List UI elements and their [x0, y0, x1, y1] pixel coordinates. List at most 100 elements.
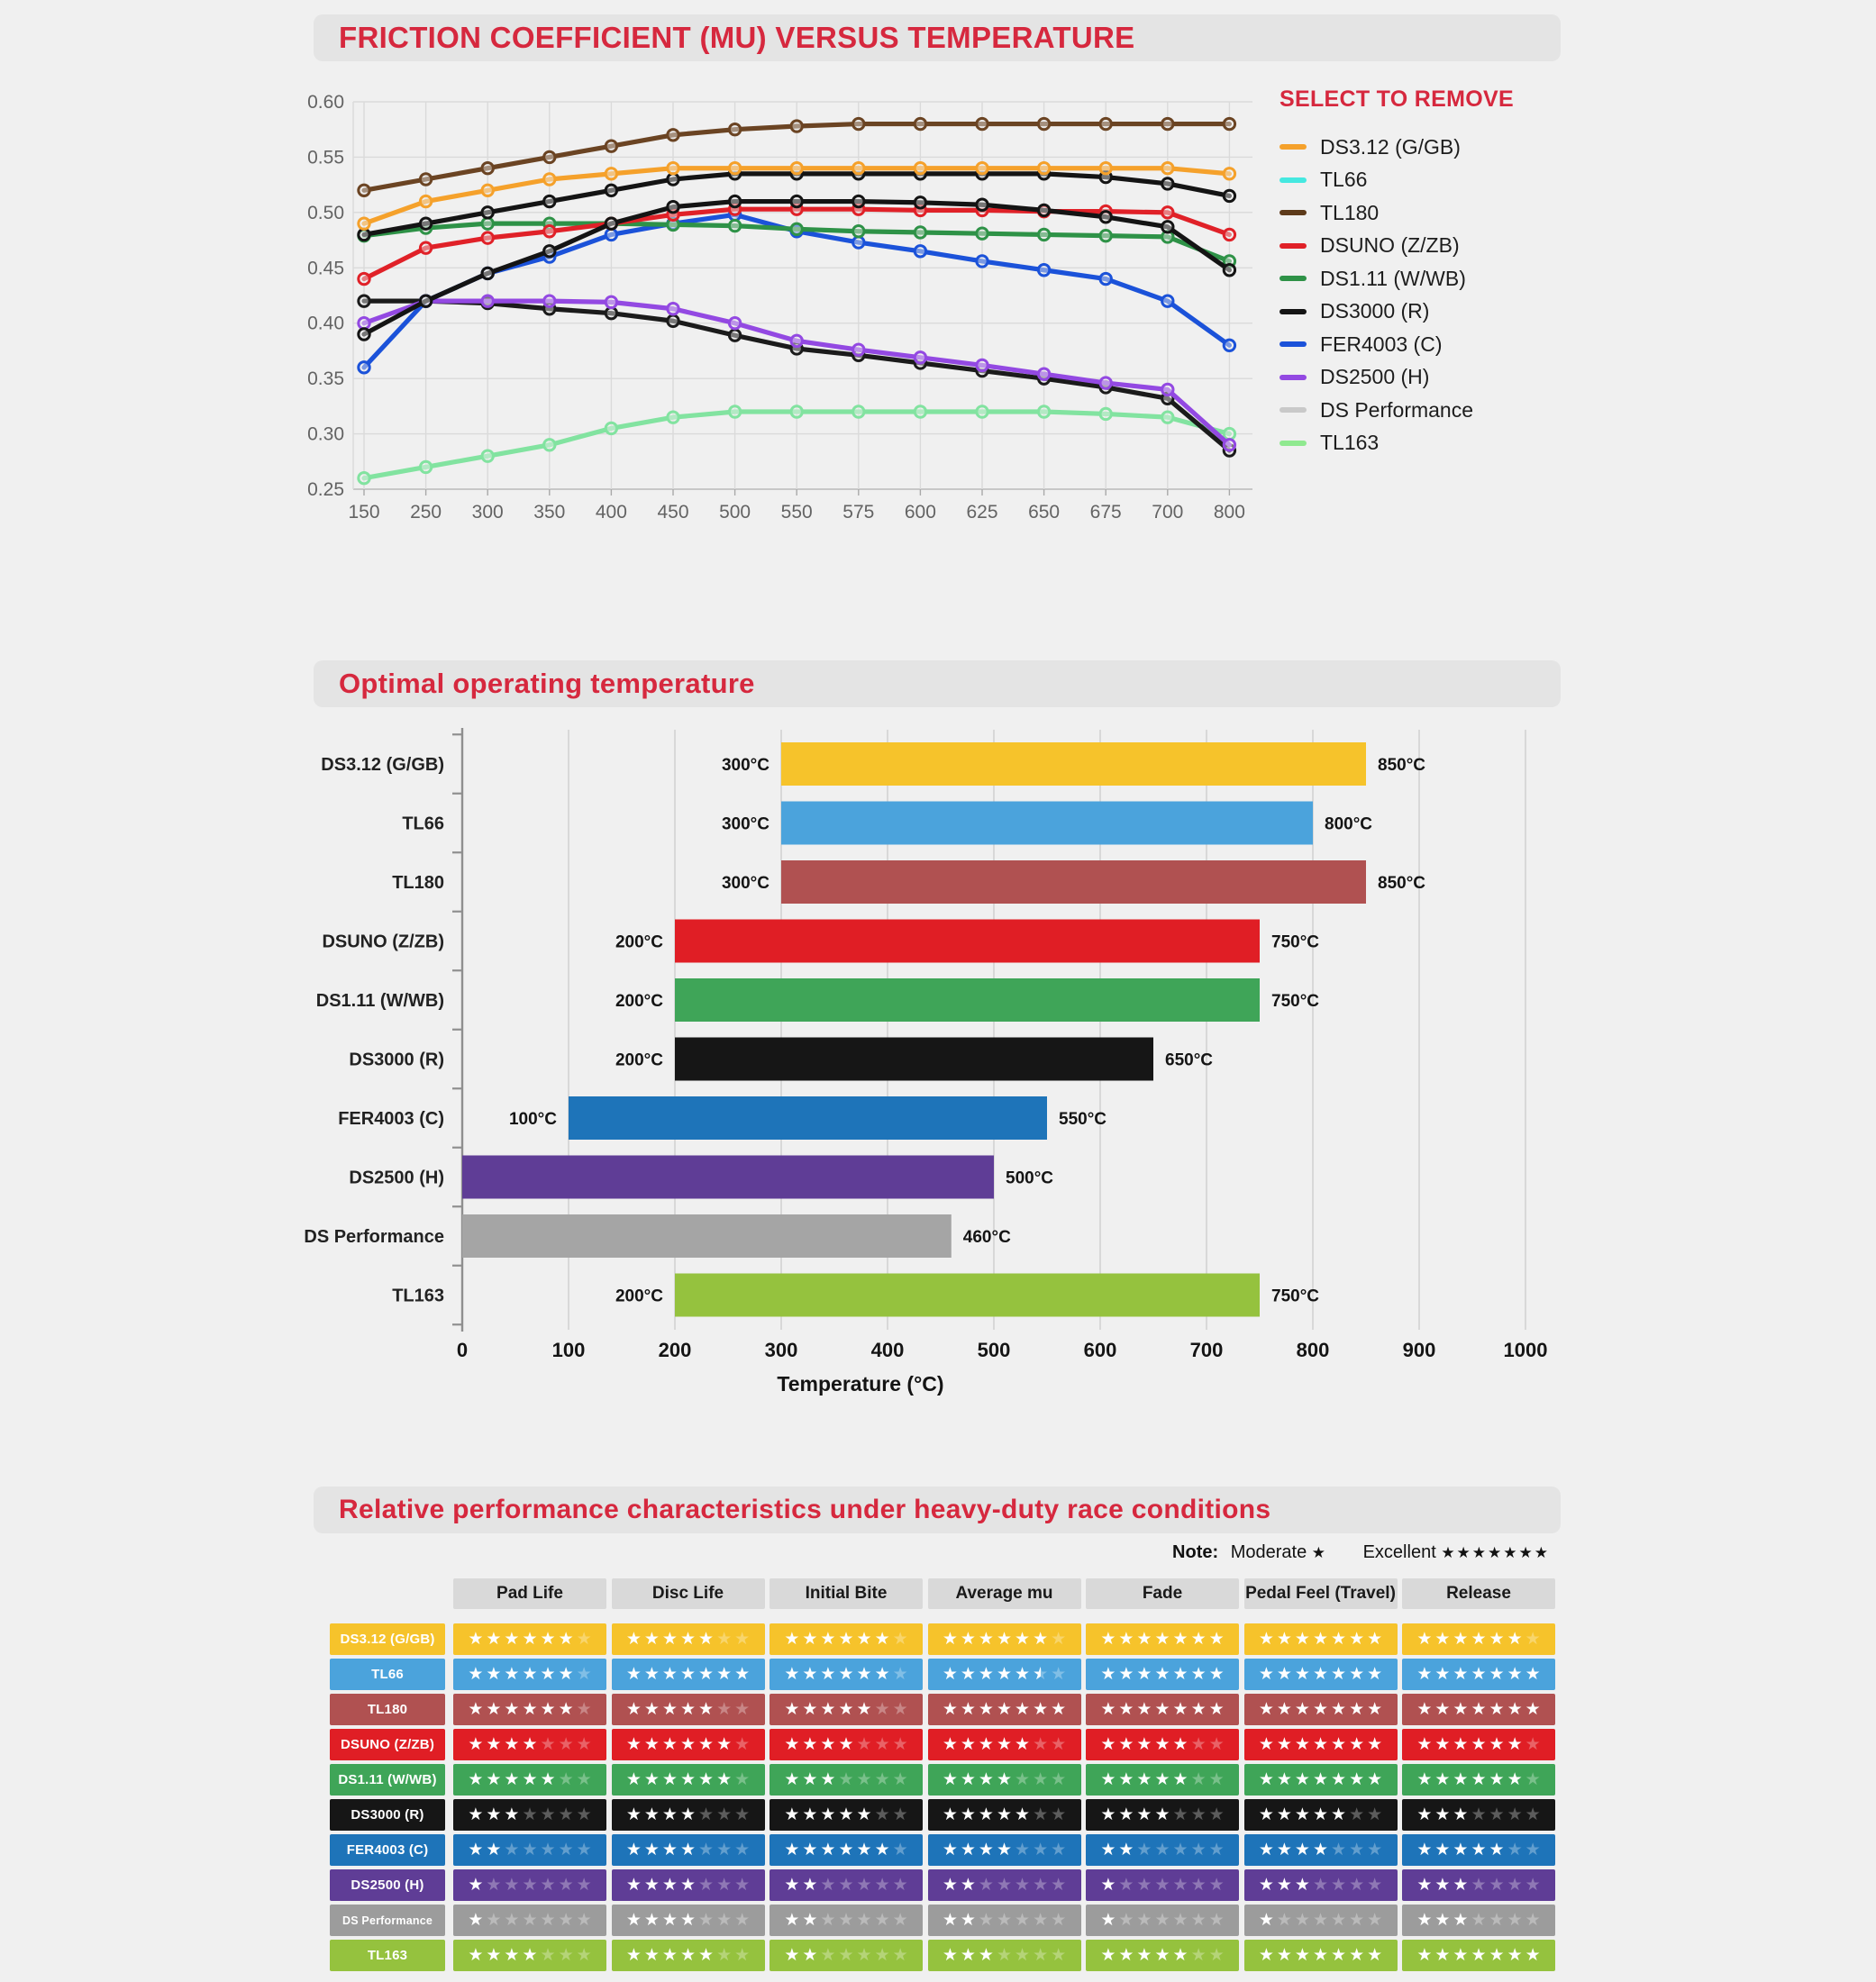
star-filled-icon: ★: [486, 1770, 502, 1789]
data-point: [975, 254, 989, 268]
rating-TL66-Average mu: ★ ★ ★ ★ ★ ★ ★ ★: [927, 1659, 1081, 1690]
star-filled-icon: ★: [942, 1735, 958, 1754]
star-empty-icon: ★: [892, 1805, 908, 1824]
row-label-DS3.12 (G/GB): DS3.12 (G/GB): [330, 1623, 445, 1655]
svg-text:700: 700: [1190, 1339, 1224, 1361]
row-label-DS2500 (H): DS2500 (H): [330, 1869, 445, 1901]
data-point: [1036, 161, 1052, 176]
star-empty-icon: ★: [874, 1876, 890, 1895]
data-point: [1222, 263, 1237, 277]
legend-items: DS3.12 (G/GB) TL66 TL180 DSUNO (Z/ZB) DS1.11…: [1280, 131, 1604, 459]
data-point: [851, 161, 866, 176]
row-label-TL66: TL66: [330, 1659, 445, 1690]
star-filled-icon: ★: [978, 1841, 994, 1859]
star-empty-icon: ★: [716, 1700, 733, 1719]
star-empty-icon: ★: [1033, 1735, 1049, 1754]
star-filled-icon: ★: [784, 1946, 800, 1965]
data-point: [1098, 228, 1113, 243]
star-filled-icon: ★: [504, 1665, 520, 1684]
data-point: [727, 194, 742, 209]
rating-TL66-Release: ★ ★ ★ ★ ★ ★ ★: [1402, 1659, 1555, 1690]
star-filled-icon: ★: [1453, 1630, 1469, 1649]
svg-text:675: 675: [1090, 502, 1122, 523]
legend-item-DS Performance[interactable]: DS Performance: [1280, 394, 1604, 427]
star-empty-icon: ★: [892, 1946, 908, 1965]
star-empty-icon: ★: [576, 1630, 592, 1649]
star-empty-icon: ★: [1015, 1911, 1031, 1930]
svg-text:250: 250: [410, 502, 442, 523]
svg-text:700: 700: [1152, 502, 1183, 523]
star-filled-icon: ★: [802, 1946, 818, 1965]
star-empty-icon: ★: [1507, 1805, 1523, 1824]
star-filled-icon: ★: [1118, 1946, 1134, 1965]
relative-section-banner: Relative performance characteristics und…: [314, 1486, 1561, 1533]
column-header-Pad Life: Pad Life: [453, 1578, 606, 1609]
star-filled-icon: ★: [1208, 1665, 1225, 1684]
star-filled-icon: ★: [522, 1630, 538, 1649]
legend-item-DS3.12 (G/GB)[interactable]: DS3.12 (G/GB): [1280, 131, 1604, 164]
legend-swatch-icon: [1280, 440, 1307, 446]
star-empty-icon: ★: [1172, 1841, 1188, 1859]
star-filled-icon: ★: [468, 1876, 484, 1895]
star-filled-icon: ★: [1507, 1665, 1523, 1684]
data-point: [480, 216, 495, 231]
star-filled-icon: ★: [1367, 1770, 1383, 1789]
rating-DS Performance-Release: ★ ★ ★ ★ ★ ★ ★: [1402, 1905, 1555, 1936]
star-empty-icon: ★: [576, 1665, 592, 1684]
star-empty-icon: ★: [1154, 1876, 1170, 1895]
star-filled-icon: ★: [1258, 1876, 1274, 1895]
star-filled-icon: ★: [978, 1665, 994, 1684]
star-filled-icon: ★: [1416, 1911, 1433, 1930]
column-header-Average mu: Average mu: [927, 1578, 1081, 1609]
star-empty-icon: ★: [892, 1841, 908, 1859]
star-filled-icon: ★: [1033, 1700, 1049, 1719]
star-empty-icon: ★: [1525, 1630, 1541, 1649]
legend-item-DS1.11 (W/WB)[interactable]: DS1.11 (W/WB): [1280, 262, 1604, 295]
star-empty-icon: ★: [698, 1841, 715, 1859]
row-label-DS1.11 (W/WB): DS1.11 (W/WB): [330, 1764, 445, 1796]
legend-item-TL66[interactable]: TL66: [1280, 164, 1604, 197]
star-filled-icon: ★: [698, 1735, 715, 1754]
star-filled-icon: ★: [522, 1946, 538, 1965]
range-bar: [675, 978, 1260, 1022]
data-point: [604, 305, 619, 321]
star-filled-icon: ★: [874, 1665, 890, 1684]
legend-item-DSUNO (Z/ZB)[interactable]: DSUNO (Z/ZB): [1280, 230, 1604, 263]
data-point: [357, 360, 371, 375]
legend-item-DS2500 (H)[interactable]: DS2500 (H): [1280, 361, 1604, 395]
legend-item-FER4003 (C)[interactable]: FER4003 (C): [1280, 328, 1604, 361]
data-point: [1036, 263, 1052, 277]
bar-row-DS2500 (H): DS2500 (H) 500°C: [349, 1155, 1053, 1199]
legend-item-TL163[interactable]: TL163: [1280, 427, 1604, 460]
svg-text:600: 600: [905, 502, 936, 523]
star-empty-icon: ★: [1367, 1805, 1383, 1824]
star-empty-icon: ★: [1172, 1911, 1188, 1930]
rating-TL66-Fade: ★ ★ ★ ★ ★ ★ ★: [1086, 1659, 1239, 1690]
star-filled-icon: ★: [1276, 1770, 1292, 1789]
star-empty-icon: ★: [734, 1770, 751, 1789]
star-filled-icon: ★: [625, 1700, 642, 1719]
star-filled-icon: ★: [716, 1665, 733, 1684]
star-empty-icon: ★: [540, 1805, 556, 1824]
star-filled-icon: ★: [1367, 1735, 1383, 1754]
star-empty-icon: ★: [856, 1911, 872, 1930]
data-point: [1098, 116, 1113, 132]
star-filled-icon: ★: [661, 1735, 678, 1754]
data-point: [357, 471, 371, 486]
data-point: [604, 167, 619, 181]
star-empty-icon: ★: [1208, 1911, 1225, 1930]
rating-DS3.12 (G/GB)-Average mu: ★ ★ ★ ★ ★ ★ ★: [927, 1623, 1081, 1655]
star-filled-icon: ★: [1154, 1770, 1170, 1789]
star-empty-icon: ★: [1208, 1841, 1225, 1859]
star-empty-icon: ★: [1349, 1911, 1365, 1930]
star-filled-icon: ★: [643, 1946, 660, 1965]
range-bar: [781, 801, 1313, 845]
legend-item-DS3000 (R)[interactable]: DS3000 (R): [1280, 295, 1604, 329]
star-empty-icon: ★: [1367, 1911, 1383, 1930]
legend-item-TL180[interactable]: TL180: [1280, 196, 1604, 230]
legend-swatch-icon: [1280, 374, 1307, 380]
svg-text:0.30: 0.30: [307, 424, 344, 445]
svg-text:0.60: 0.60: [307, 92, 344, 113]
star-filled-icon: ★: [1434, 1805, 1451, 1824]
star-filled-icon: ★: [942, 1911, 958, 1930]
